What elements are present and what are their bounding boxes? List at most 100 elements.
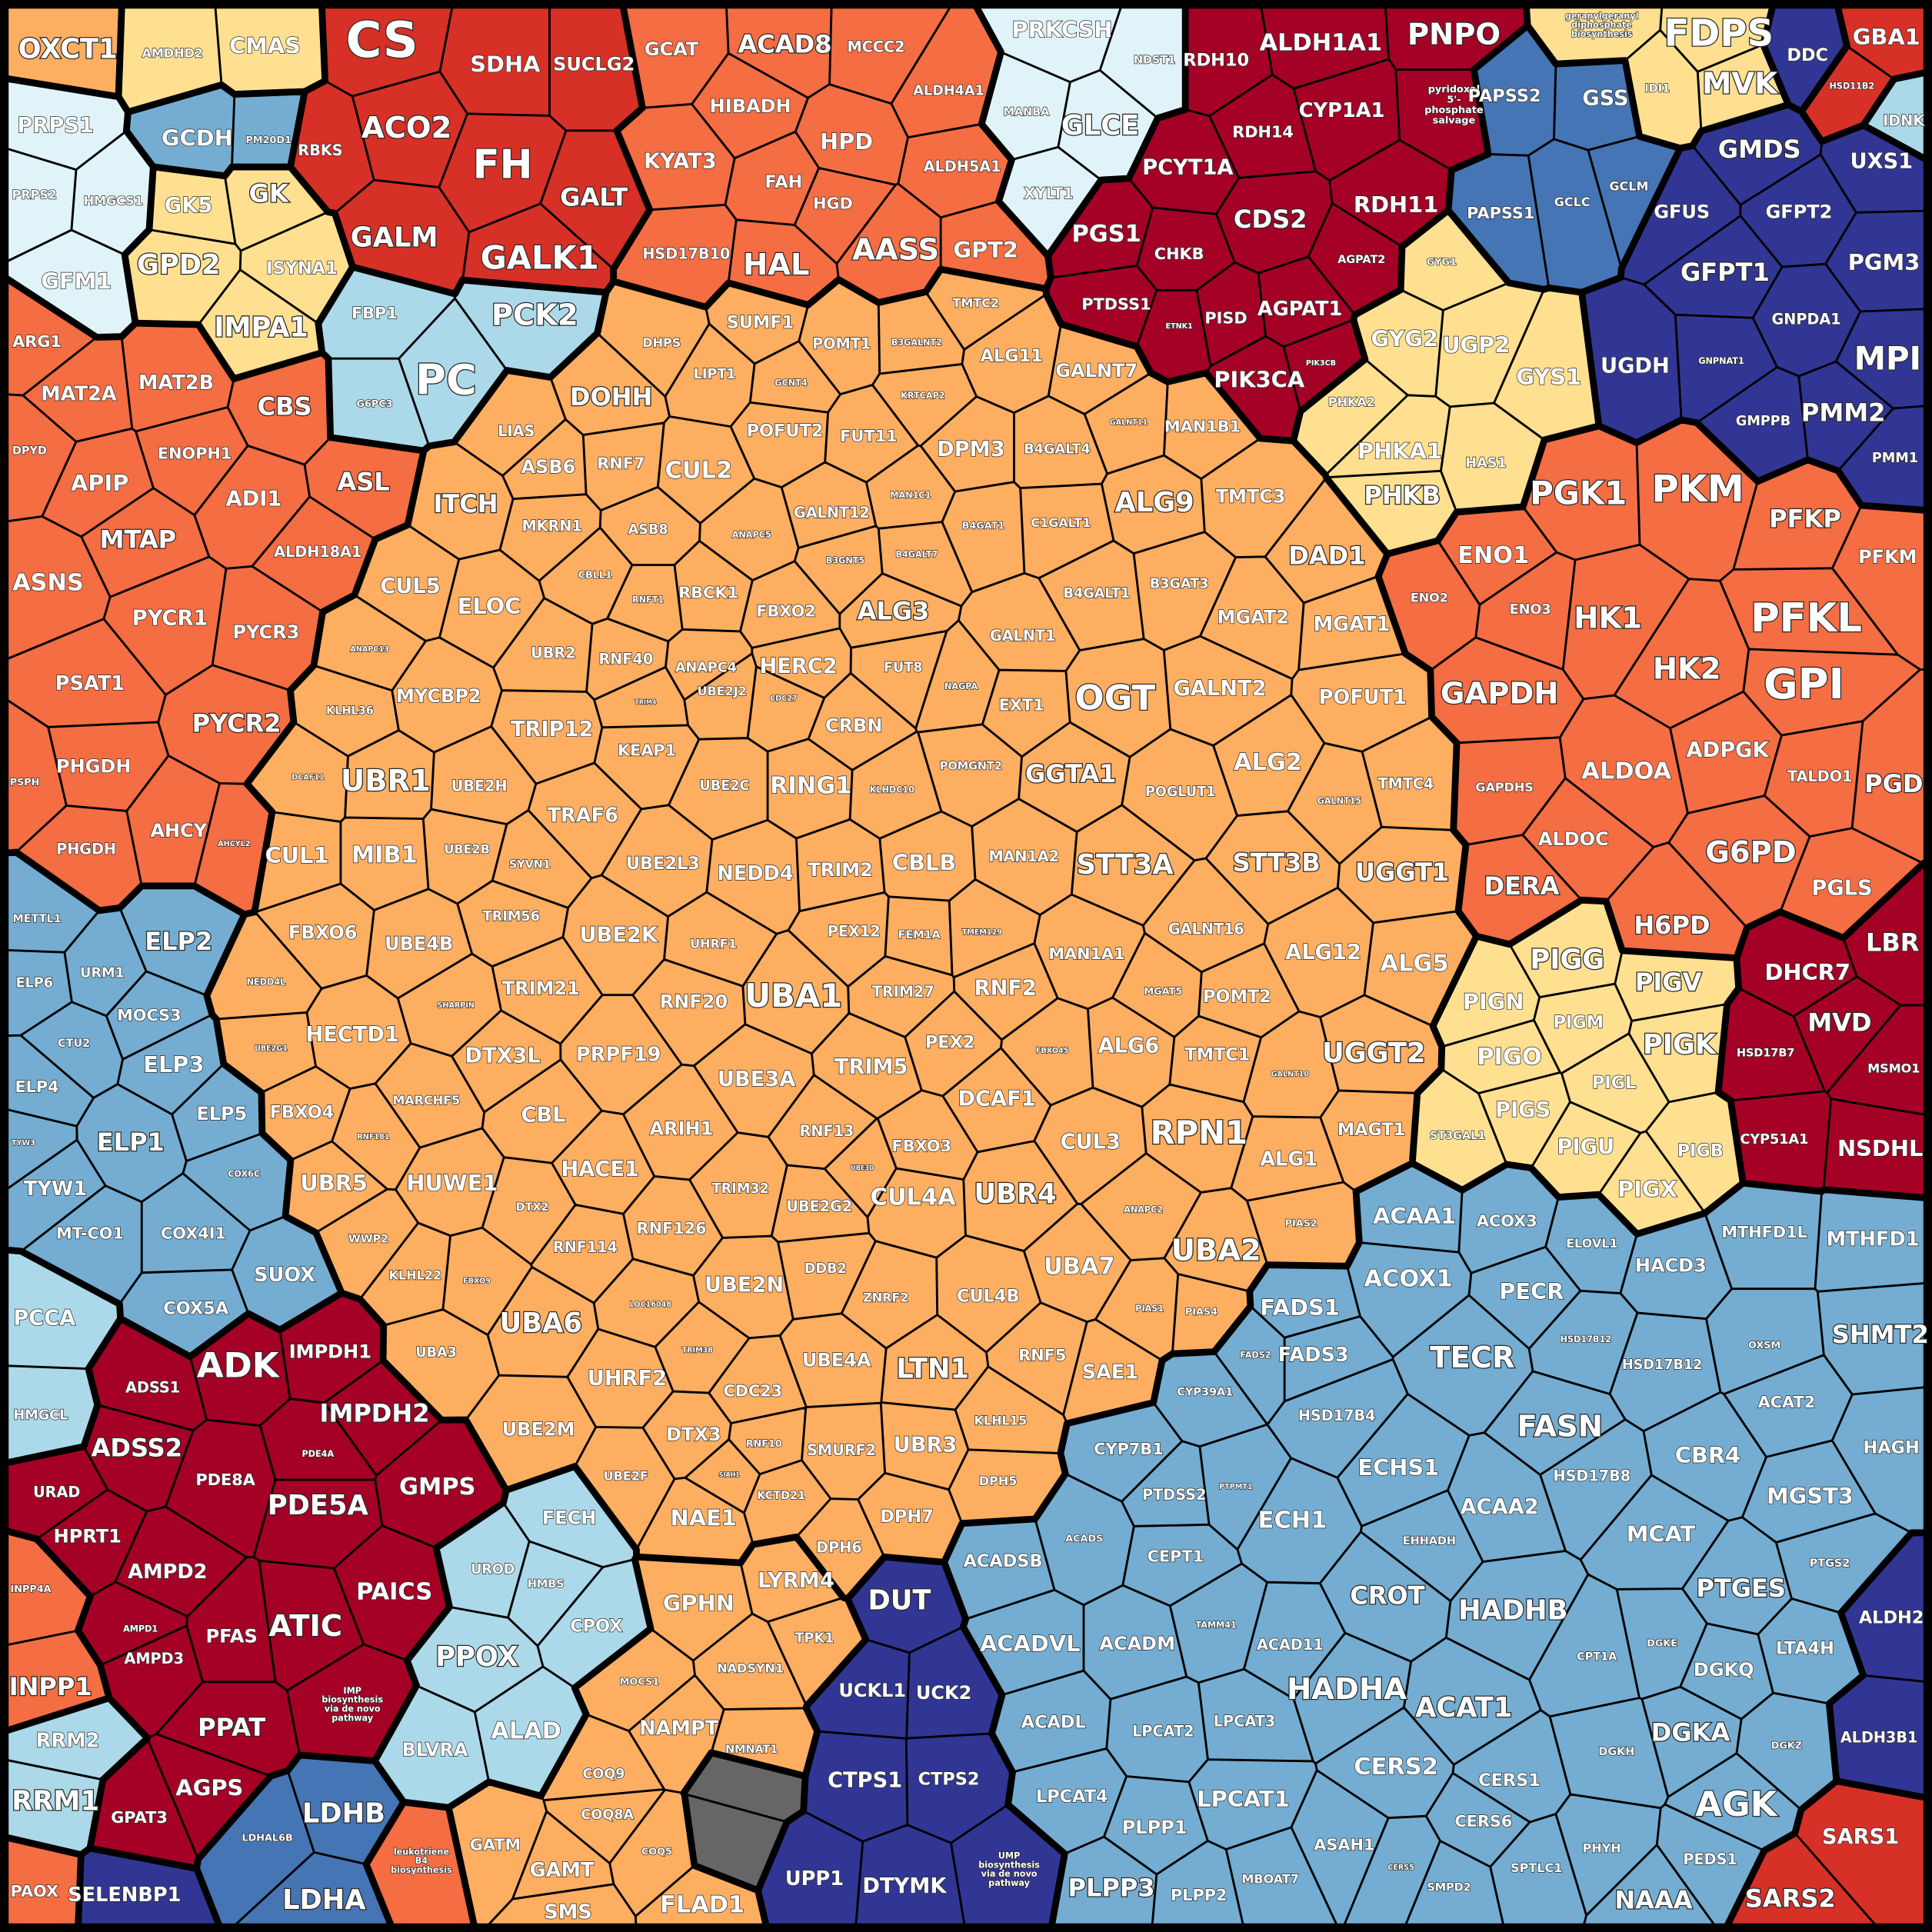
cell	[562, 874, 668, 995]
cell-label: STT3A	[1077, 849, 1174, 881]
cell	[941, 201, 1051, 289]
cell-label: TRIP12	[511, 718, 593, 741]
cell	[1581, 1844, 1720, 1932]
cell	[904, 991, 1002, 1097]
cell	[1247, 1181, 1360, 1267]
cell-label: DPH5	[979, 1474, 1018, 1488]
cell-label: GFPT1	[1681, 258, 1770, 287]
cell-label: PHKA2	[1328, 395, 1375, 409]
cell	[1829, 1675, 1932, 1799]
cell-label: LPCAT2	[1132, 1722, 1194, 1740]
cell	[1692, 105, 1822, 205]
cell	[1402, 1840, 1505, 1932]
cell-label: MGST3	[1767, 1483, 1854, 1509]
cell	[1468, 1247, 1581, 1349]
cell-label: ALDH5A1	[924, 158, 1001, 175]
cell-label: PTDSS1	[1081, 295, 1151, 314]
cell-label: EXT1	[999, 695, 1044, 714]
cell	[1441, 403, 1544, 512]
cell-label: UBR1	[341, 764, 431, 798]
cell	[15, 805, 142, 911]
cell	[314, 595, 426, 691]
cell	[1341, 1816, 1441, 1932]
cell	[247, 721, 348, 822]
cell-label: UROD	[471, 1562, 515, 1577]
cell	[1048, 178, 1153, 278]
cell-label: HACE1	[561, 1158, 639, 1181]
cell-label: MAN1C1	[890, 491, 931, 501]
cell	[1293, 1633, 1411, 1764]
cell-label: TRIM21	[502, 978, 580, 999]
cell	[465, 1375, 596, 1491]
cell-label: MCAT	[1627, 1521, 1696, 1547]
cell-label: FLAD1	[660, 1891, 744, 1918]
cell-label: IDI1	[1644, 82, 1670, 95]
cell	[1137, 290, 1211, 382]
cell	[1560, 695, 1688, 848]
cell-label: PISD	[1204, 308, 1247, 327]
cell-label: COQ8A	[581, 1807, 634, 1823]
cell-label: PM20D1	[246, 135, 292, 146]
cell	[848, 1557, 966, 1653]
cell	[1264, 478, 1387, 603]
cell-label: URAD	[33, 1484, 80, 1501]
cell	[1395, 69, 1489, 171]
cell	[1490, 1814, 1587, 1932]
cell-label: MGAT5	[1144, 986, 1182, 998]
cell-label: POMT1	[812, 335, 871, 352]
cell-label: ACOX3	[1477, 1212, 1537, 1231]
cell-label: MTAP	[100, 525, 177, 555]
cell-label: GPI	[1764, 659, 1844, 708]
cell-label: B4GALT7	[895, 549, 938, 559]
cell-label: UBE2M	[502, 1418, 575, 1440]
cell	[395, 1128, 505, 1236]
cell-label: ANAPC5	[732, 530, 771, 540]
cell-label: PGM3	[1848, 249, 1920, 275]
cell	[1200, 556, 1304, 679]
cell-label: PIGO	[1477, 1044, 1541, 1071]
cell-label: PIAS2	[1285, 1217, 1317, 1229]
cell-label: RRM1	[12, 1786, 99, 1817]
cell	[982, 670, 1071, 757]
cell	[971, 798, 1078, 915]
cell	[1827, 1004, 1932, 1116]
cell	[481, 1884, 637, 1932]
cell-label: GALK1	[481, 238, 599, 276]
cell-label: PHKB	[1364, 481, 1441, 510]
cell	[1188, 1759, 1317, 1850]
cell-label: IMPDH2	[320, 1399, 430, 1428]
cell-label: RNF181	[357, 1133, 389, 1141]
cell-label: pyridoxal 5'-phosphate salvage	[1424, 83, 1484, 125]
cell	[1680, 1623, 1774, 1720]
cell	[359, 1223, 451, 1326]
cell-label: UHRF1	[690, 937, 737, 951]
cell	[1753, 264, 1860, 377]
cell-label: GFPT2	[1766, 202, 1833, 223]
cell	[788, 892, 889, 987]
cell-label: HSD17B4	[1298, 1407, 1376, 1424]
cell-label: SUOX	[254, 1264, 315, 1287]
cell-label: GYG1	[1427, 257, 1457, 268]
cell	[607, 565, 683, 641]
cell-label: GCLM	[1609, 178, 1648, 193]
cell	[1325, 395, 1451, 478]
cell-label: LTA4H	[1776, 1639, 1834, 1659]
cell-label: PIAS4	[1185, 1307, 1217, 1318]
cell-label: SPTLC1	[1511, 1860, 1562, 1875]
cell-label: PLPP2	[1171, 1886, 1227, 1904]
cell-label: ALAD	[491, 1717, 561, 1744]
cell-label: DTX3	[666, 1424, 721, 1445]
cell-label: PTPMT1	[1219, 1483, 1253, 1491]
cell-label: PMM2	[1801, 398, 1886, 428]
cell-label: CUL2	[665, 457, 733, 484]
cell	[462, 203, 614, 293]
cell-label: ETNK1	[1166, 322, 1194, 331]
cell-label: CUL1	[265, 842, 329, 868]
cell-label: PCCA	[13, 1307, 75, 1331]
cell-label: SIAH1	[719, 1471, 741, 1478]
cell	[1122, 1524, 1242, 1606]
cell-label: CUL4A	[871, 1184, 957, 1211]
cell-label: HK2	[1653, 651, 1721, 686]
cell	[549, 0, 643, 131]
cell-label: MBOAT7	[1241, 1872, 1299, 1887]
